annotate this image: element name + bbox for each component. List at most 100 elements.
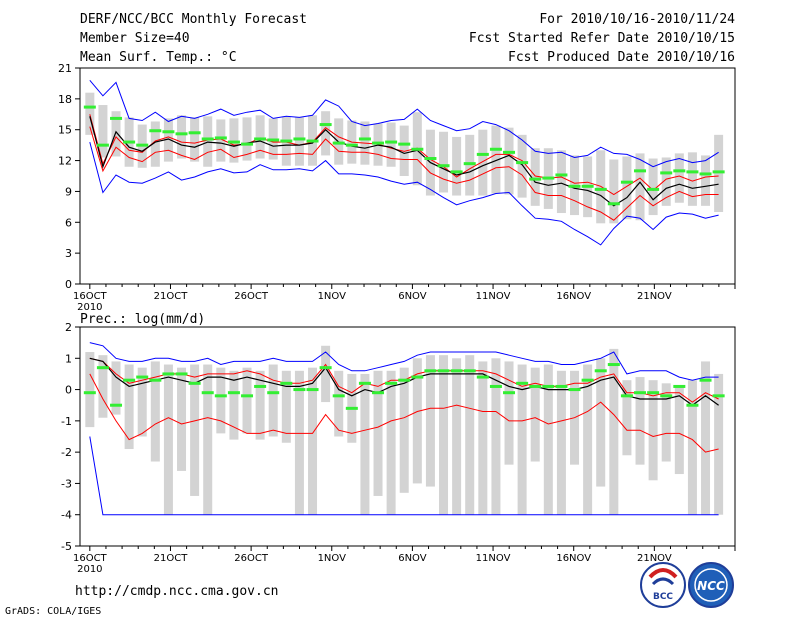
temp-observed-marker-2 bbox=[110, 116, 123, 120]
prec-ytick-label-2: -3 bbox=[61, 477, 72, 490]
temp-spread-box-30 bbox=[478, 129, 488, 196]
temp-xtick-label-7: 21NOV bbox=[637, 291, 672, 302]
temp-observed-marker-6 bbox=[162, 130, 175, 134]
temp-observed-marker-23 bbox=[385, 140, 398, 144]
prec-spread-box-28 bbox=[452, 358, 462, 515]
forecast-period: For 2010/10/16-2010/11/24 bbox=[539, 12, 735, 27]
temp-spread-box-28 bbox=[452, 136, 462, 196]
temp-spread-box-34 bbox=[530, 148, 540, 206]
prec-spread-box-33 bbox=[517, 364, 527, 515]
prec-observed-marker-33 bbox=[516, 381, 529, 385]
prec-observed-marker-15 bbox=[280, 381, 293, 385]
prec-spread-box-1 bbox=[98, 355, 108, 418]
prec-spread-box-3 bbox=[124, 364, 134, 450]
temp-observed-marker-19 bbox=[332, 141, 345, 145]
prec-spread-box-45 bbox=[674, 386, 684, 475]
temp-spread-box-12 bbox=[242, 117, 252, 161]
temp-spread-box-0 bbox=[85, 92, 95, 135]
temp-observed-marker-5 bbox=[149, 129, 162, 133]
temp-observed-marker-38 bbox=[581, 184, 594, 188]
prec-spread-box-23 bbox=[386, 370, 396, 515]
footer-url[interactable]: http://cmdp.ncc.cma.gov.cn bbox=[75, 584, 279, 599]
temp-observed-marker-31 bbox=[489, 147, 502, 151]
prec-ytick-label-1: -4 bbox=[61, 509, 72, 522]
temp-observed-marker-30 bbox=[476, 152, 489, 156]
prec-observed-marker-20 bbox=[345, 406, 358, 410]
prec-observed-marker-42 bbox=[634, 391, 647, 395]
temp-observed-marker-0 bbox=[83, 105, 96, 109]
member-size: Member Size=40 bbox=[80, 31, 190, 46]
temp-spread-box-41 bbox=[622, 156, 632, 220]
prec-spread-box-30 bbox=[478, 361, 488, 515]
prec-xtick-label-3: 1NOV bbox=[318, 553, 347, 564]
forecast-started: Fcst Started Refer Date 2010/10/15 bbox=[468, 31, 735, 46]
prec-observed-marker-45 bbox=[673, 384, 686, 388]
prec-spread-box-32 bbox=[504, 361, 514, 465]
prec-spread-box-17 bbox=[308, 367, 318, 515]
prec-series-lower-line bbox=[89, 373, 719, 453]
prec-observed-marker-36 bbox=[555, 384, 568, 388]
prec-spread-box-24 bbox=[399, 367, 409, 493]
prec-ytick-label-6: 1 bbox=[65, 352, 72, 365]
prec-spread-box-0 bbox=[85, 352, 95, 428]
prec-observed-marker-28 bbox=[450, 369, 463, 373]
title: DERF/NCC/BCC Monthly Forecast bbox=[80, 12, 307, 27]
prec-spread-box-16 bbox=[294, 370, 304, 515]
temp-xtick-label-2: 26OCT bbox=[234, 291, 269, 302]
prec-observed-marker-3 bbox=[123, 378, 136, 382]
temp-observed-marker-16 bbox=[293, 137, 306, 141]
prec-observed-marker-43 bbox=[647, 391, 660, 395]
prec-observed-marker-38 bbox=[581, 378, 594, 382]
temp-observed-marker-41 bbox=[620, 180, 633, 184]
temp-observed-marker-35 bbox=[542, 176, 555, 180]
temp-spread-box-10 bbox=[216, 119, 226, 162]
temp-observed-marker-29 bbox=[463, 162, 476, 166]
temp-plot-frame bbox=[79, 67, 736, 285]
temp-spread-box-48 bbox=[714, 134, 724, 212]
prec-series-max-line bbox=[89, 342, 719, 381]
prec-xtick-label-2: 26OCT bbox=[234, 553, 269, 564]
temp-observed-marker-40 bbox=[607, 202, 620, 206]
precip-panel-title: Prec.: log(mm/d) bbox=[80, 312, 205, 327]
temp-observed-marker-11 bbox=[227, 140, 240, 144]
temp-observed-marker-46 bbox=[686, 170, 699, 174]
prec-spread-box-19 bbox=[334, 370, 344, 437]
bcc-logo-text: BCC bbox=[653, 592, 673, 602]
temp-series-upper-line bbox=[89, 114, 719, 196]
prec-observed-marker-26 bbox=[424, 369, 437, 373]
prec-ytick-label-3: -2 bbox=[61, 446, 72, 459]
temp-observed-marker-3 bbox=[123, 140, 136, 144]
temp-observed-marker-44 bbox=[660, 171, 673, 175]
prec-spread-box-4 bbox=[137, 367, 147, 437]
prec-observed-marker-18 bbox=[319, 366, 332, 370]
temp-spread-box-18 bbox=[321, 111, 331, 156]
prec-spread-box-40 bbox=[609, 348, 619, 515]
temp-spread-box-29 bbox=[465, 134, 475, 196]
temp-observed-marker-32 bbox=[503, 150, 516, 154]
temp-observed-marker-15 bbox=[280, 139, 293, 143]
prec-observed-marker-12 bbox=[241, 394, 254, 398]
ncc-logo-text: NCC bbox=[697, 579, 725, 593]
temp-observed-marker-26 bbox=[424, 157, 437, 161]
temp-observed-marker-24 bbox=[398, 142, 411, 146]
temp-xtick-label-1: 21OCT bbox=[154, 291, 189, 302]
prec-spread-box-8 bbox=[190, 364, 200, 496]
prec-observed-marker-46 bbox=[686, 403, 699, 407]
temp-ytick-label-6: 18 bbox=[58, 93, 72, 106]
temp-spread-box-16 bbox=[294, 117, 304, 166]
temp-observed-marker-8 bbox=[188, 131, 201, 135]
prec-spread-box-46 bbox=[687, 380, 697, 515]
temp-observed-marker-13 bbox=[254, 137, 267, 141]
temperature-panel: 0 3 6 9 12 15 18 21 16OCT 21OCT 26OCT 1NOV 6NOV 11NOV… bbox=[58, 62, 736, 313]
prec-spread-box-38 bbox=[583, 364, 593, 515]
prec-observed-marker-19 bbox=[332, 394, 345, 398]
prec-spread-box-2 bbox=[111, 361, 121, 415]
prec-spread-box-31 bbox=[491, 358, 501, 515]
temp-observed-marker-37 bbox=[568, 184, 581, 188]
temp-spread-box-6 bbox=[163, 118, 173, 162]
precipitation-panel: -5 -4 -3 -2 -1 0 1 2 16OCT 21OCT 26OCT 1NOV 6NOV 11NO… bbox=[61, 321, 736, 575]
prec-observed-marker-37 bbox=[568, 388, 581, 392]
temp-xlabel-year: 2010 bbox=[77, 302, 102, 313]
prec-spread-box-39 bbox=[596, 358, 606, 487]
temp-ytick-label-2: 6 bbox=[65, 216, 72, 229]
